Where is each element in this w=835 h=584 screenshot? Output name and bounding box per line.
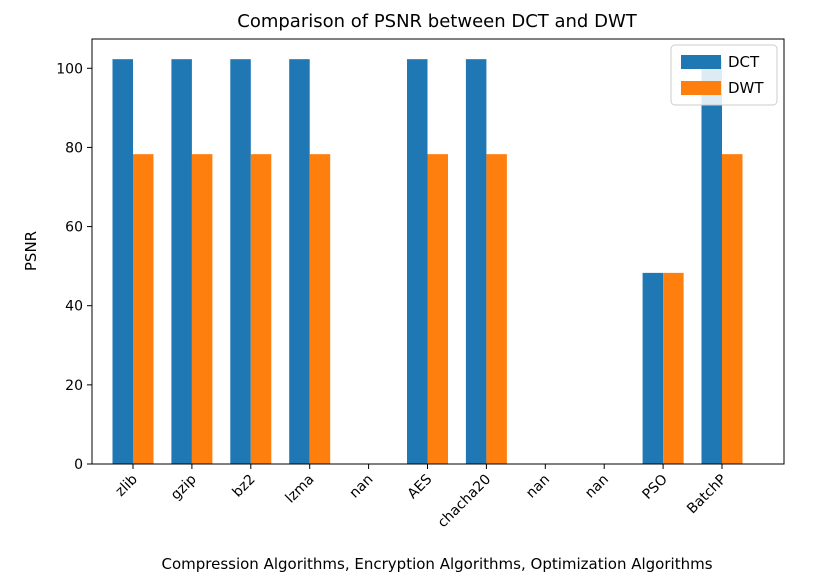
y-tick-label: 80 bbox=[65, 140, 83, 156]
bar-dwt-10 bbox=[722, 154, 743, 464]
bar-dwt-2 bbox=[250, 154, 272, 464]
bar-dct-6 bbox=[465, 59, 487, 465]
legend-swatch-dwt bbox=[681, 81, 721, 95]
bar-dwt-3 bbox=[309, 154, 331, 464]
axes-frame bbox=[91, 38, 785, 465]
bar-dct-5 bbox=[407, 59, 428, 465]
x-tick-label: bz2 bbox=[230, 472, 259, 501]
x-tick-label: AES bbox=[405, 471, 436, 502]
x-tick-label: zlib bbox=[113, 471, 141, 499]
x-tick-label: nan bbox=[523, 472, 553, 502]
legend-label-dct: DCT bbox=[728, 53, 760, 71]
x-tick-label: nan bbox=[346, 472, 376, 502]
x-tick-label: gzip bbox=[168, 471, 200, 503]
y-tick-label: 0 bbox=[74, 457, 83, 473]
bar-dwt-6 bbox=[486, 154, 507, 464]
x-tick-label: nan bbox=[582, 472, 612, 502]
bar-dct-0 bbox=[112, 59, 133, 465]
x-tick-label: PSO bbox=[640, 472, 671, 503]
legend-label-dwt: DWT bbox=[728, 79, 764, 97]
x-tick-label: lzma bbox=[283, 472, 318, 507]
bar-dct-1 bbox=[171, 59, 192, 465]
y-tick-label: 60 bbox=[65, 220, 83, 236]
x-tick-label: chacha20 bbox=[435, 472, 494, 531]
bar-dct-10 bbox=[701, 59, 722, 465]
bar-dct-9 bbox=[642, 272, 664, 464]
bar-dwt-9 bbox=[663, 272, 684, 464]
legend: DCT DWT bbox=[670, 44, 778, 106]
y-axis: 0 20 40 60 80 100 bbox=[56, 61, 92, 473]
bar-dwt-5 bbox=[427, 154, 448, 464]
bar-dct-3 bbox=[289, 59, 310, 465]
bar-dwt-1 bbox=[191, 154, 213, 464]
chart-title: Comparison of PSNR between DCT and DWT bbox=[237, 11, 637, 32]
x-axis: zlib gzip bz2 lzma nan AES chacha20 nan nan PSO Ba… bbox=[113, 464, 730, 531]
y-tick-label: 40 bbox=[65, 299, 83, 315]
y-tick-label: 20 bbox=[65, 378, 83, 394]
plot-area bbox=[112, 59, 743, 465]
y-axis-label: PSNR bbox=[22, 231, 40, 271]
bar-dwt-0 bbox=[133, 154, 154, 464]
y-tick-label: 100 bbox=[56, 61, 83, 77]
legend-swatch-dct bbox=[681, 55, 721, 69]
bar-dct-2 bbox=[230, 59, 251, 465]
x-tick-label: BatchP bbox=[684, 472, 730, 518]
x-axis-label: Compression Algorithms, Encryption Algor… bbox=[161, 555, 712, 573]
